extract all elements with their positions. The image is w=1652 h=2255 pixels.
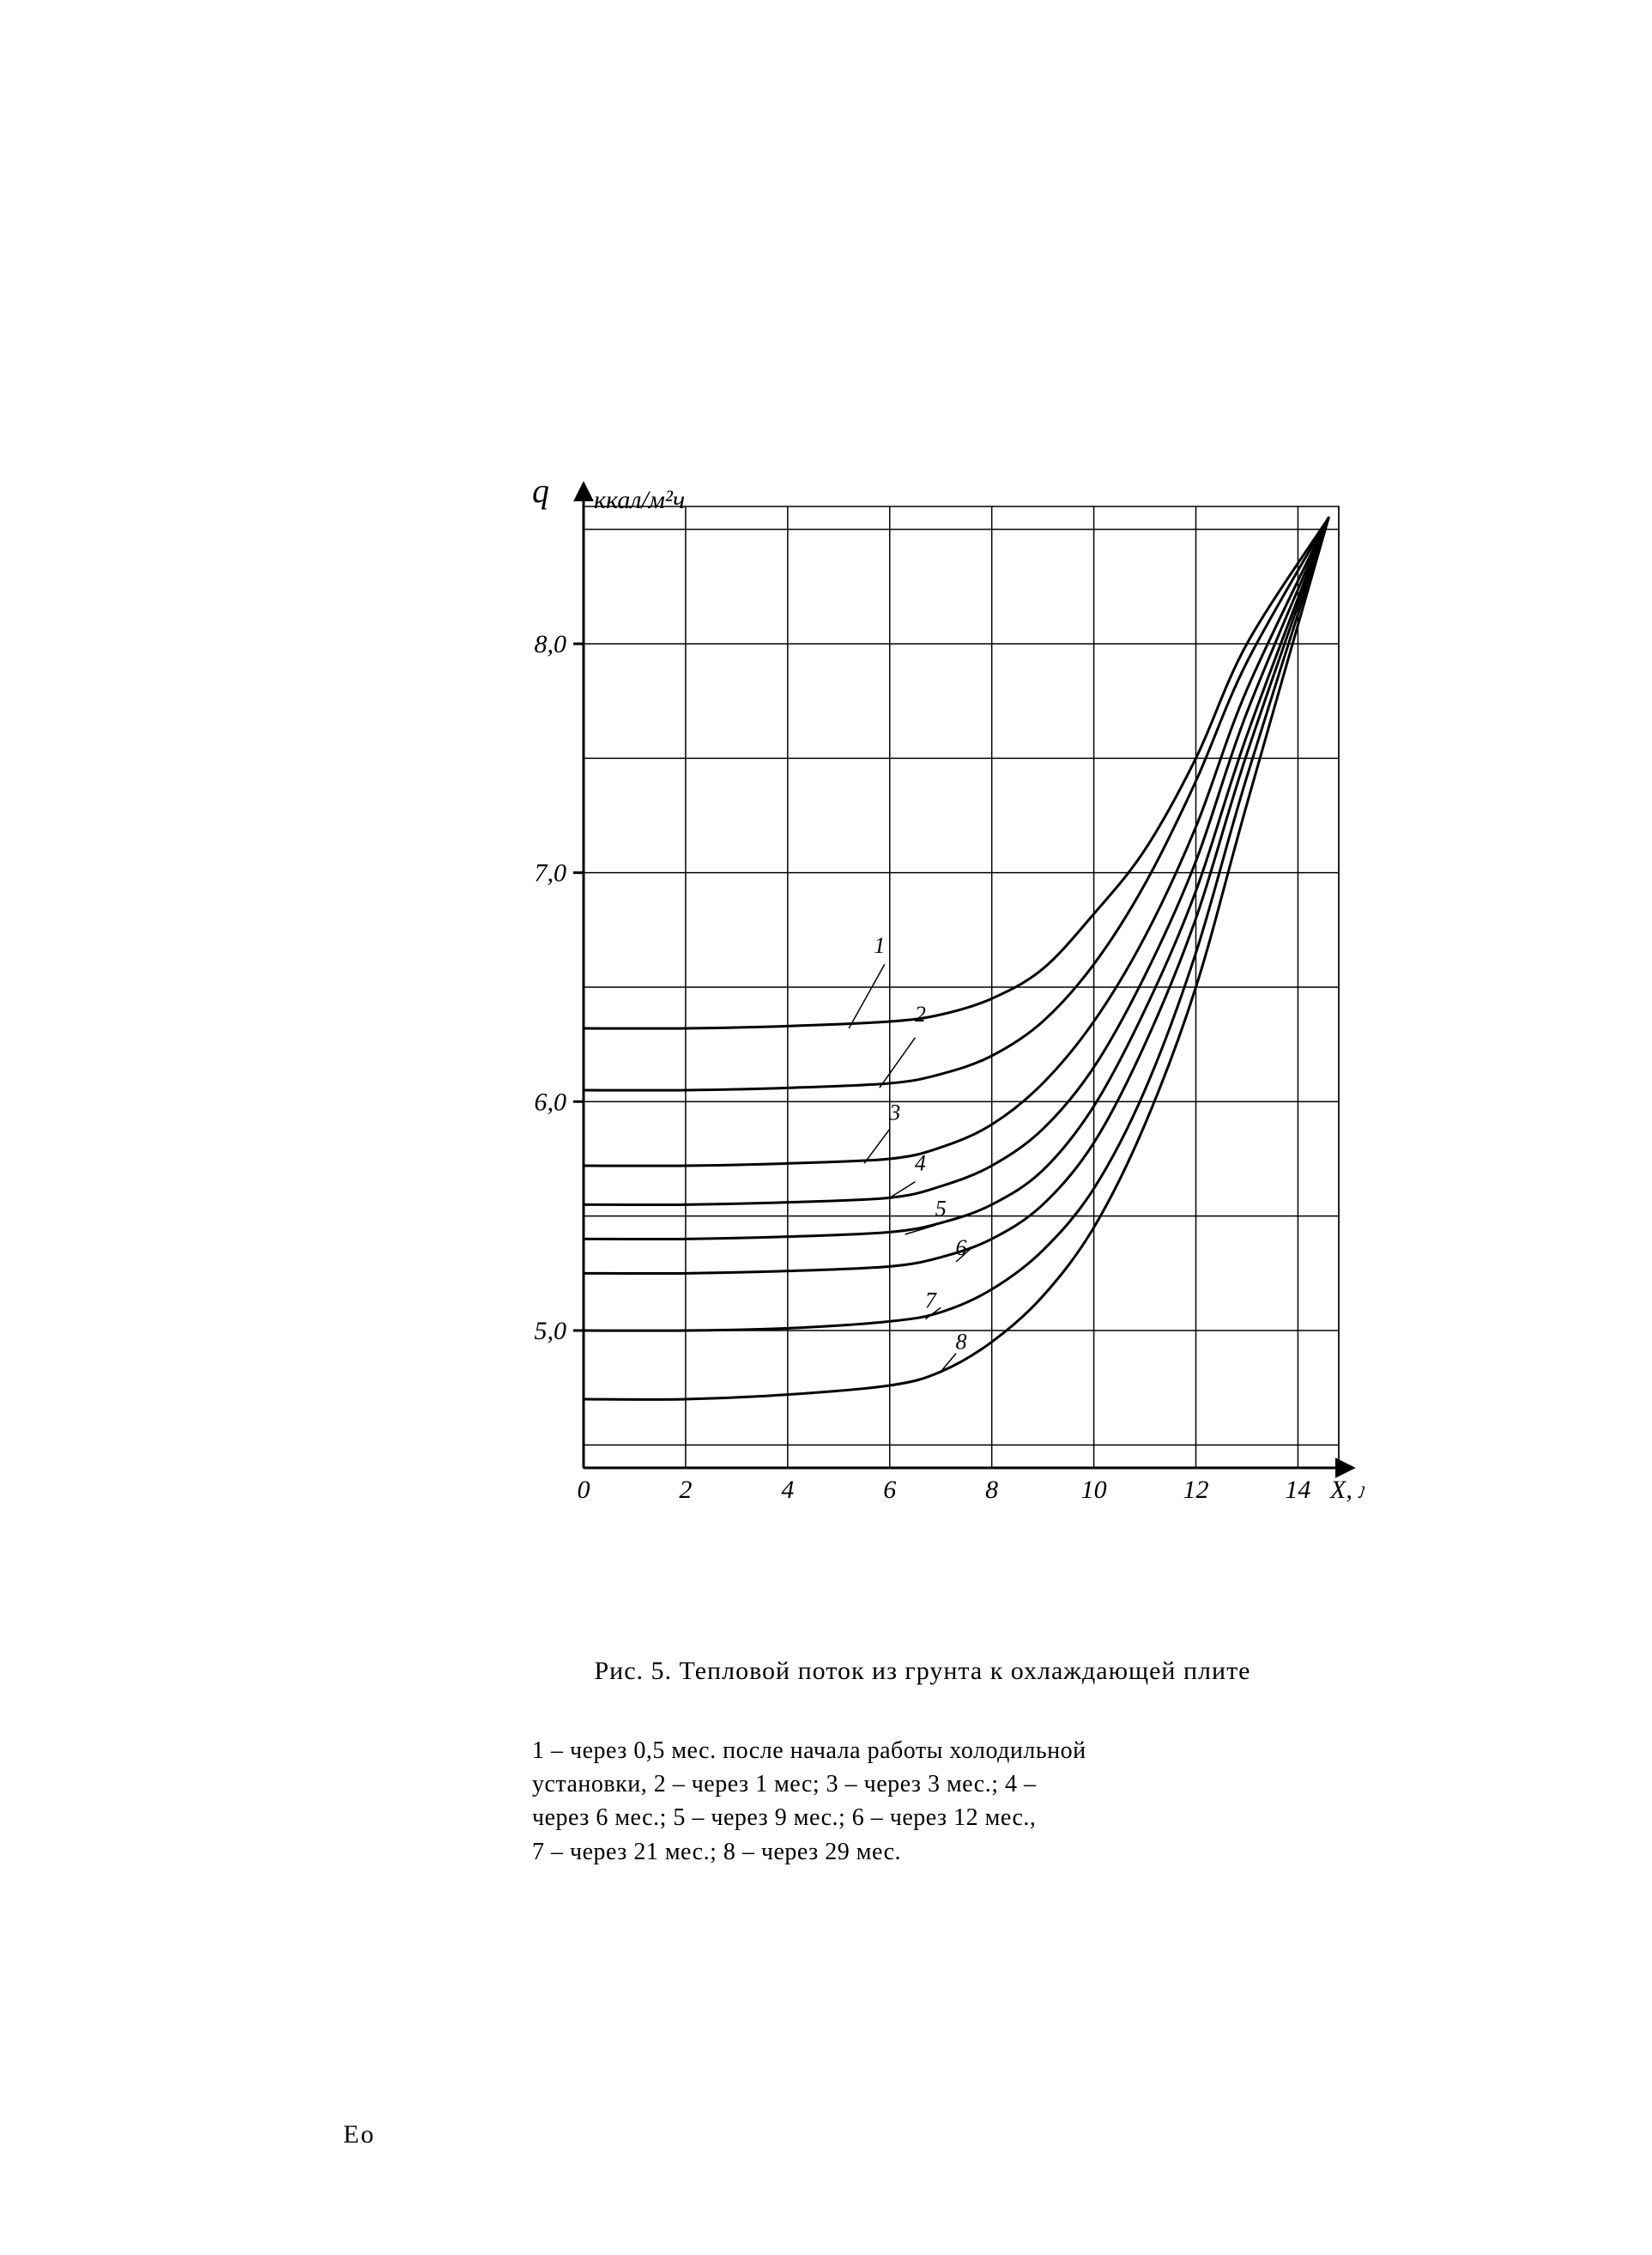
svg-text:0: 0 xyxy=(578,1476,590,1504)
svg-text:7,0: 7,0 xyxy=(535,859,567,888)
svg-text:7: 7 xyxy=(925,1288,937,1312)
svg-text:5: 5 xyxy=(935,1197,947,1221)
svg-text:12: 12 xyxy=(1183,1476,1209,1504)
svg-text:ккал/м²ч: ккал/м²ч xyxy=(594,486,685,514)
figure-legend: 1 – через 0,5 мес. после начала работы х… xyxy=(532,1734,1304,1869)
svg-text:6: 6 xyxy=(956,1235,967,1260)
svg-text:3: 3 xyxy=(888,1100,900,1125)
svg-text:6: 6 xyxy=(883,1476,896,1504)
legend-line: через 6 мес.; 5 – через 9 мес.; 6 – чере… xyxy=(532,1801,1304,1834)
page-number: Εо xyxy=(343,2120,375,2149)
heat-flow-chart: 024681012145,06,07,08,0qккал/м²чX, м1234… xyxy=(481,464,1365,1537)
legend-line: 7 – через 21 мес.; 8 – через 29 мес. xyxy=(532,1835,1304,1869)
svg-text:X, м: X, м xyxy=(1329,1476,1365,1504)
svg-text:4: 4 xyxy=(915,1150,926,1175)
svg-text:10: 10 xyxy=(1081,1476,1107,1504)
figure-caption: Рис. 5. Тепловой поток из грунта к охлаж… xyxy=(481,1657,1365,1686)
svg-text:2: 2 xyxy=(915,1002,926,1027)
svg-text:4: 4 xyxy=(781,1476,794,1504)
svg-text:5,0: 5,0 xyxy=(535,1317,567,1345)
svg-text:1: 1 xyxy=(874,933,885,958)
svg-text:8: 8 xyxy=(956,1329,967,1354)
svg-text:14: 14 xyxy=(1285,1476,1310,1504)
svg-text:6,0: 6,0 xyxy=(535,1088,567,1116)
legend-line: 1 – через 0,5 мес. после начала работы х… xyxy=(532,1734,1304,1767)
svg-text:8,0: 8,0 xyxy=(535,630,567,658)
legend-line: установки, 2 – через 1 мес; 3 – через 3 … xyxy=(532,1767,1304,1801)
document-page: 024681012145,06,07,08,0qккал/м²чX, м1234… xyxy=(0,0,1652,2255)
svg-text:2: 2 xyxy=(679,1476,692,1504)
svg-text:8: 8 xyxy=(985,1476,998,1504)
svg-text:q: q xyxy=(532,471,549,510)
